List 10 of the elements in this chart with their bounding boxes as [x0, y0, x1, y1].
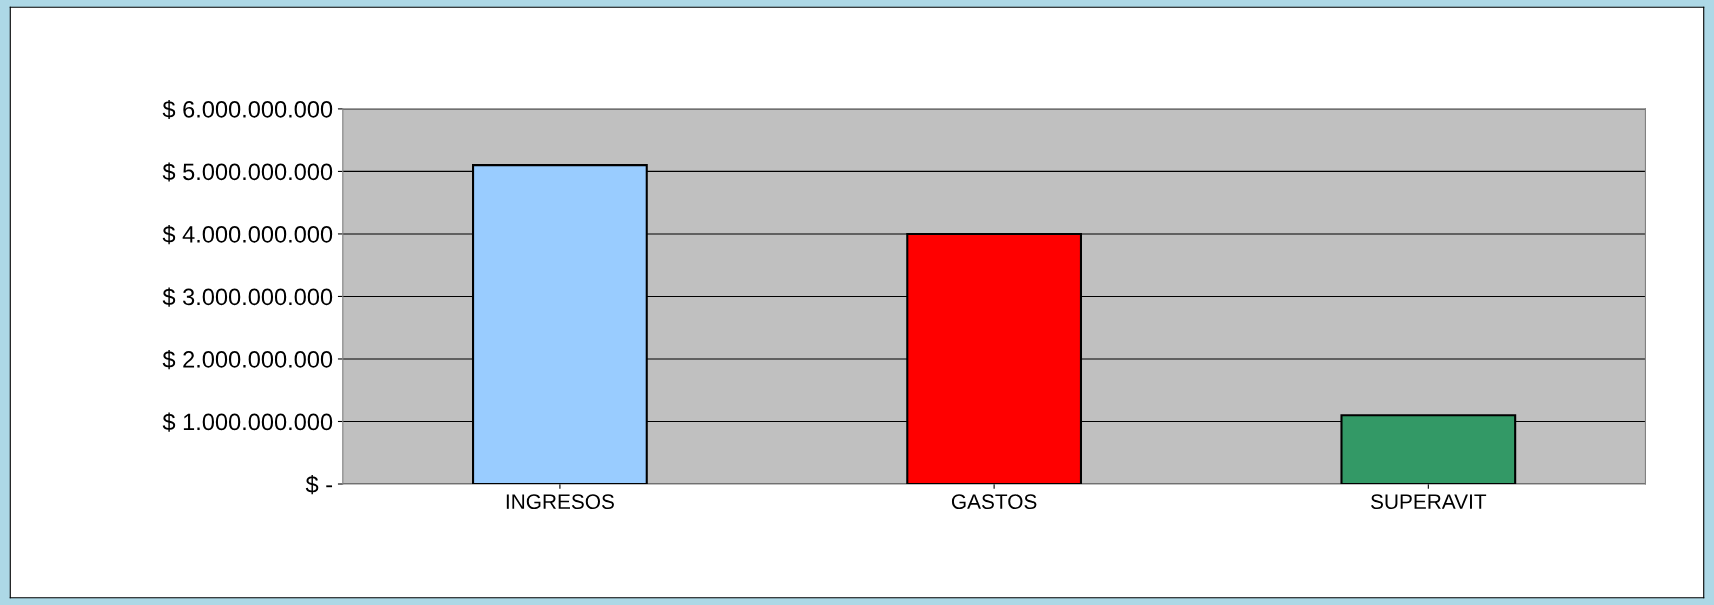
y-tick-label: $ 2.000.000.000 — [162, 350, 333, 370]
y-tick-label: $ 4.000.000.000 — [162, 225, 333, 245]
x-tick-label: INGRESOS — [506, 494, 614, 510]
y-tick-label: $ 1.000.000.000 — [162, 412, 333, 432]
y-tick-label: $ - — [305, 475, 333, 495]
y-tick-label: $ 6.000.000.000 — [162, 99, 333, 120]
x-tick-label: SUPERAVIT — [1371, 494, 1487, 510]
y-tick-label: $ 5.000.000.000 — [162, 162, 333, 182]
x-tick-label: GASTOS — [951, 494, 1037, 510]
y-tick-label: $ 3.000.000.000 — [162, 287, 333, 307]
